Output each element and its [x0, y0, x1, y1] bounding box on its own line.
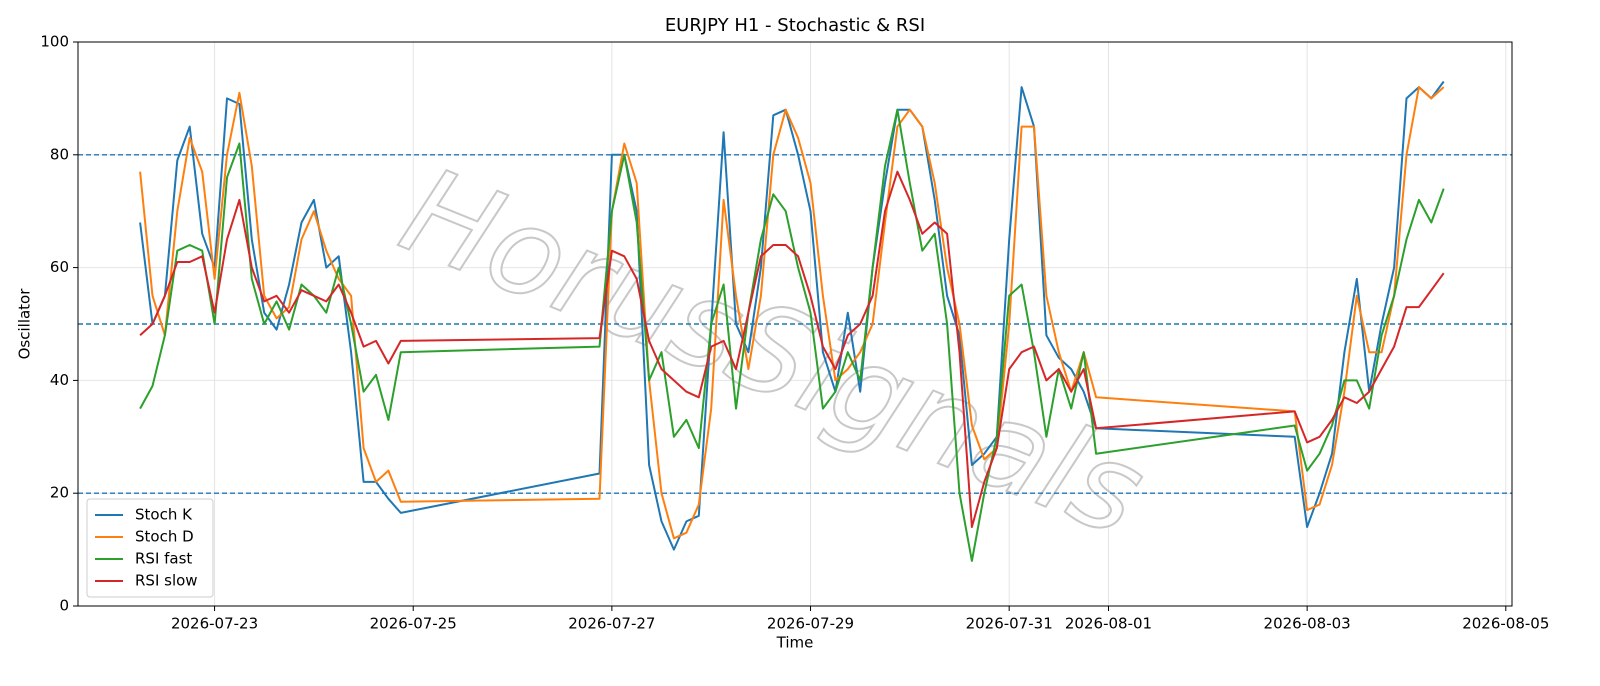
x-tick-label: 2026-07-27: [568, 615, 655, 633]
y-tick-label: 60: [50, 258, 69, 276]
x-tick-label: 2026-08-01: [1065, 615, 1152, 633]
x-tick-label: 2026-07-31: [966, 615, 1053, 633]
series-line: [139, 108, 1445, 562]
legend-label: RSI slow: [135, 572, 198, 590]
legend-box: [86, 498, 214, 598]
y-tick-label: 0: [59, 597, 69, 615]
legend: Stoch K Stoch D RSI fast RSI slow: [86, 498, 214, 598]
x-tick-label: 2026-07-23: [171, 615, 258, 633]
y-tick-label: 20: [50, 484, 69, 502]
y-tick-label: 40: [50, 371, 69, 389]
x-axis-label: Time: [776, 634, 814, 652]
y-tick-label: 80: [50, 145, 69, 163]
legend-label: Stoch D: [135, 528, 194, 546]
y-tick-label: 100: [40, 33, 69, 51]
series-line: [139, 86, 1445, 540]
plot-frame: [77, 41, 1513, 607]
x-tick-label: 2026-07-29: [767, 615, 854, 633]
legend-label: Stoch K: [135, 506, 193, 524]
x-tick-label: 2026-07-25: [370, 615, 457, 633]
x-tick-label: 2026-08-05: [1462, 615, 1549, 633]
x-tick-label: 2026-08-03: [1264, 615, 1351, 633]
y-axis-label: Oscillator: [16, 288, 34, 360]
series-line: [139, 80, 1445, 551]
legend-label: RSI fast: [135, 550, 192, 568]
chart-title: EURJPY H1 - Stochastic & RSI: [665, 15, 925, 36]
series-line: [139, 170, 1445, 528]
